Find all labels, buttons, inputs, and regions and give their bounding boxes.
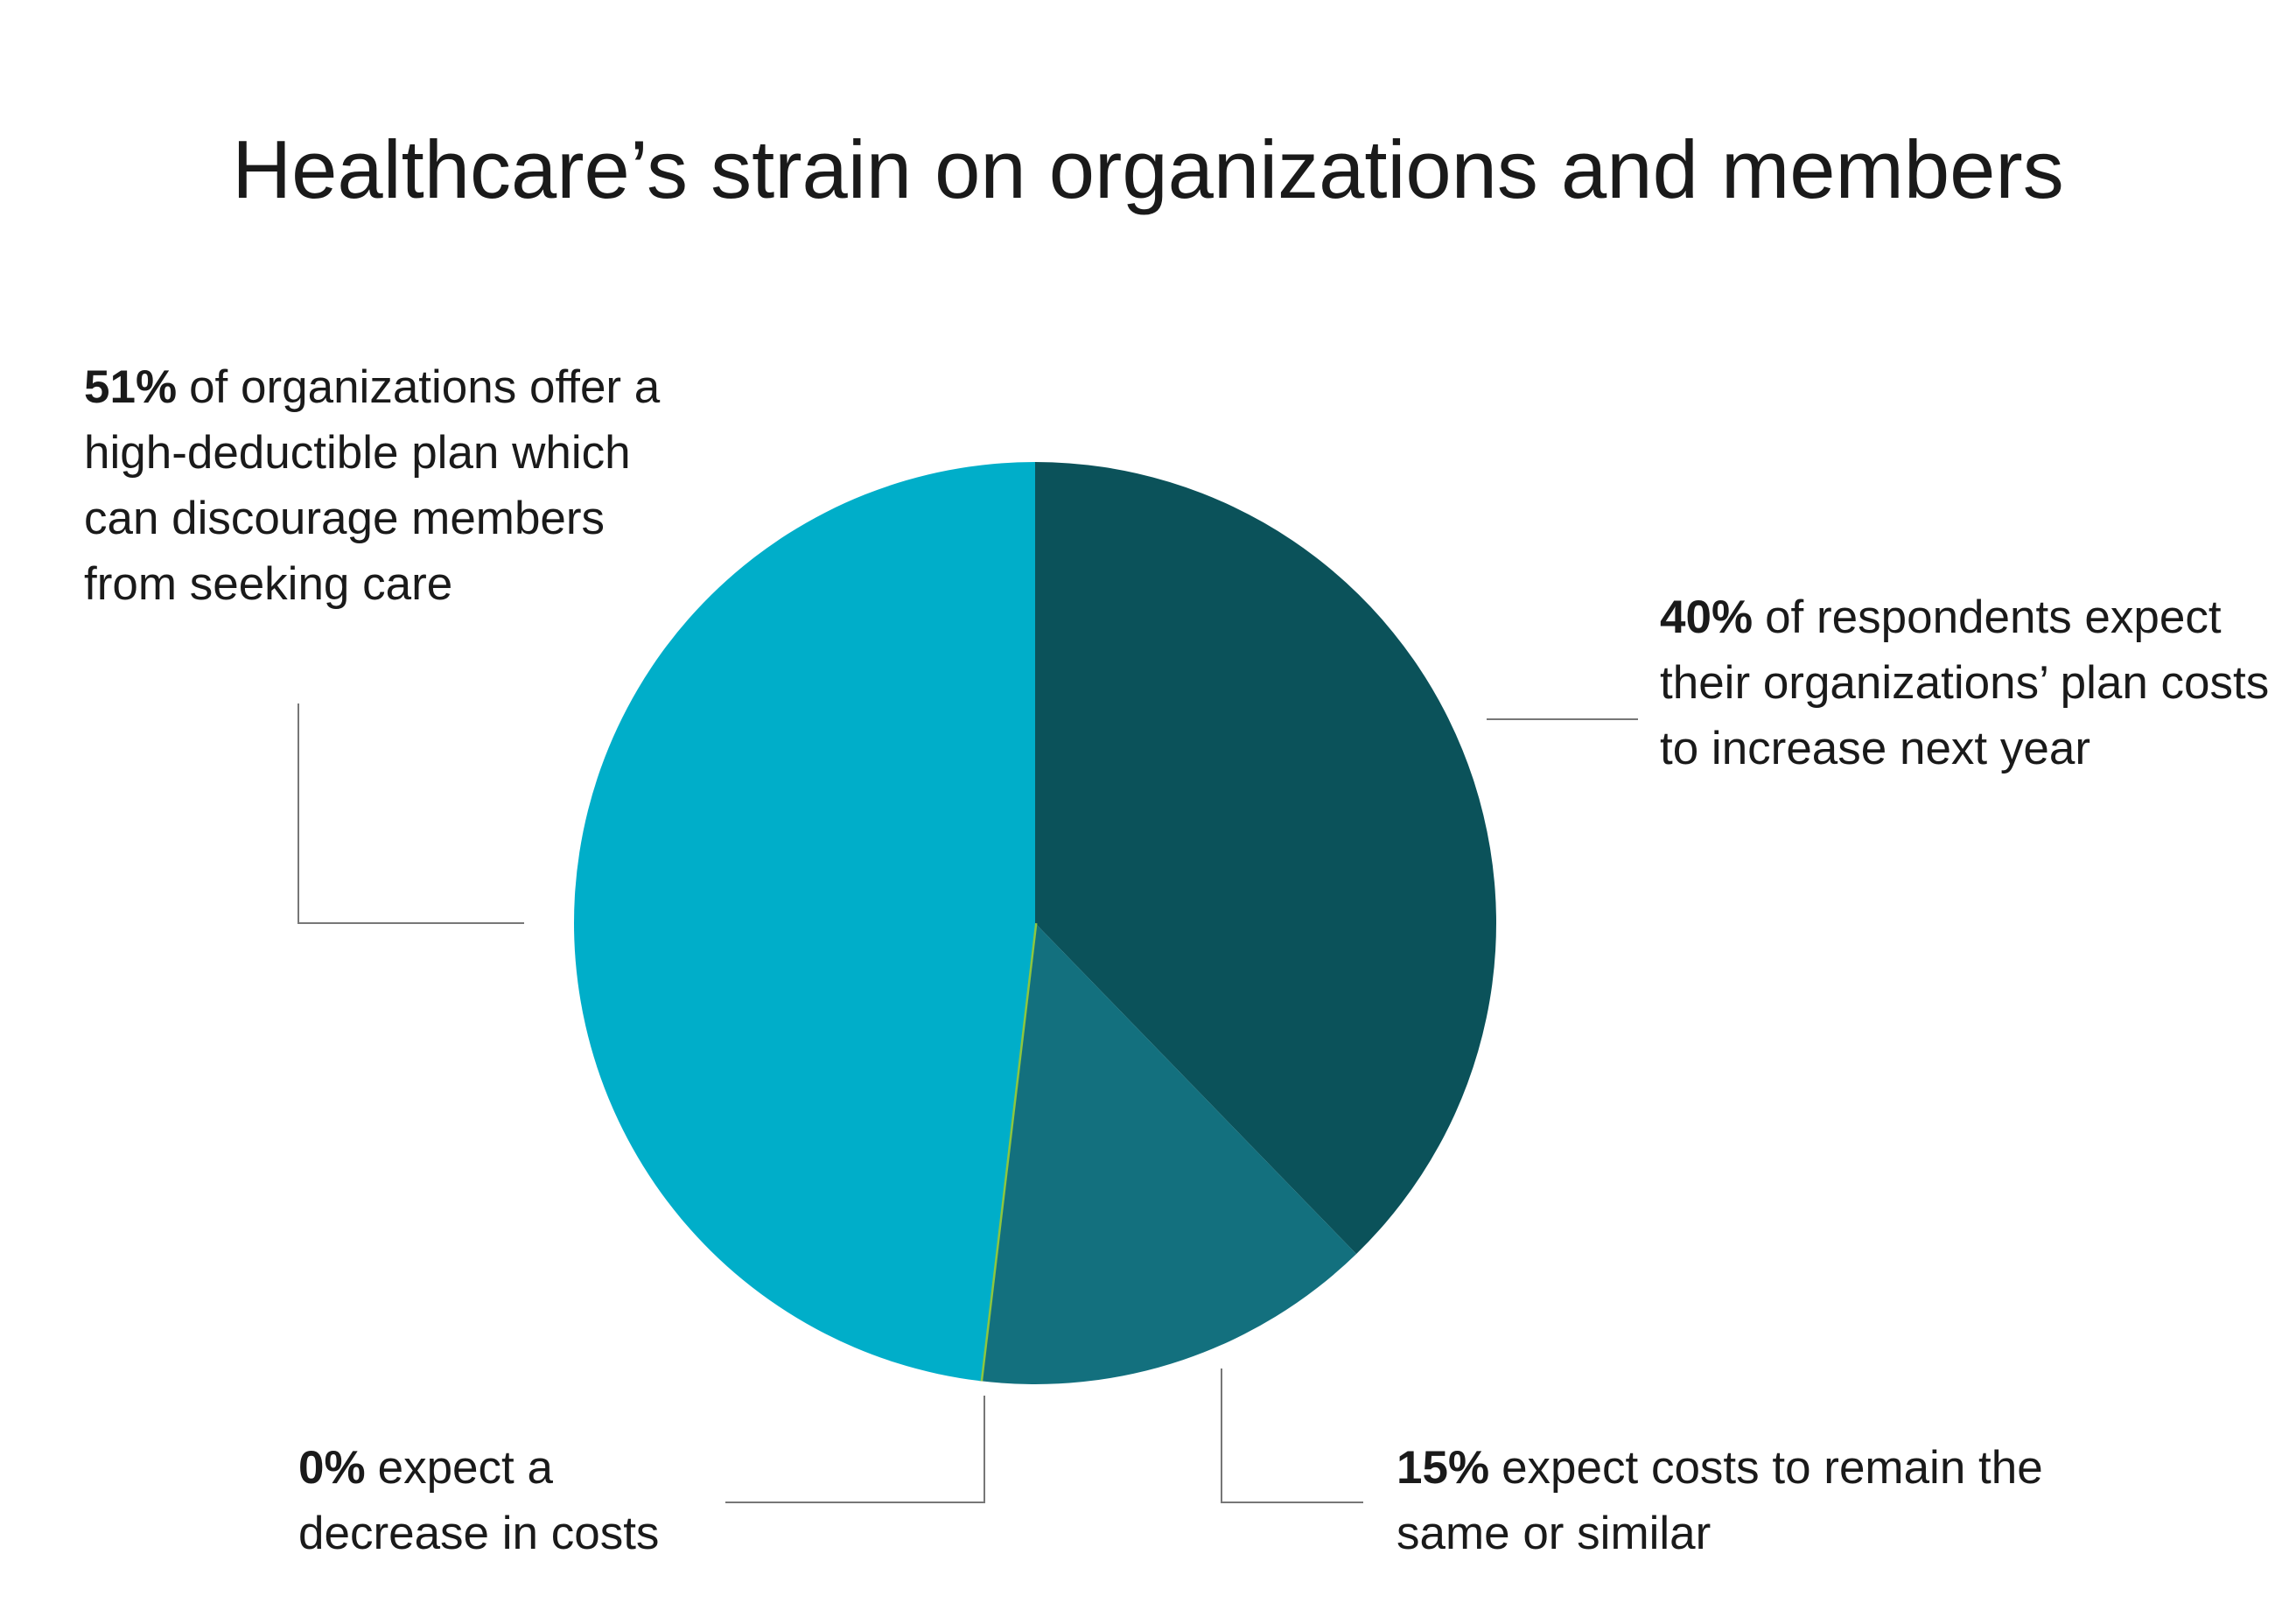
category-label: expect costs to remain the same or simil…: [1396, 1442, 2043, 1559]
pie-slice: [1035, 462, 1496, 1255]
slice-label: 51% of organizations offer a high-deducti…: [84, 354, 662, 617]
slice-label: 40% of respondents expect their organizat…: [1660, 584, 2296, 781]
value-label: 40%: [1660, 592, 1754, 643]
value-label: 0%: [298, 1442, 366, 1494]
chart-title: Healthcare’s strain on organizations and…: [232, 123, 2064, 215]
category-label: expect a decrease in costs: [298, 1442, 660, 1559]
pie-slice: [574, 462, 1035, 1382]
category-label: of organizations offer a high-deductible…: [84, 361, 661, 610]
category-label: of respondents expect their organization…: [1660, 592, 2270, 774]
leader-line: [725, 1396, 985, 1503]
slice-label: 0% expect a decrease in costs: [298, 1435, 718, 1566]
value-label: 15%: [1396, 1442, 1490, 1494]
slice-label: 15% expect costs to remain the same or si…: [1396, 1435, 2062, 1566]
leader-line: [1221, 1368, 1363, 1503]
value-label: 51%: [84, 361, 178, 413]
leader-line: [298, 704, 524, 924]
pie-slice: [980, 923, 1357, 1384]
